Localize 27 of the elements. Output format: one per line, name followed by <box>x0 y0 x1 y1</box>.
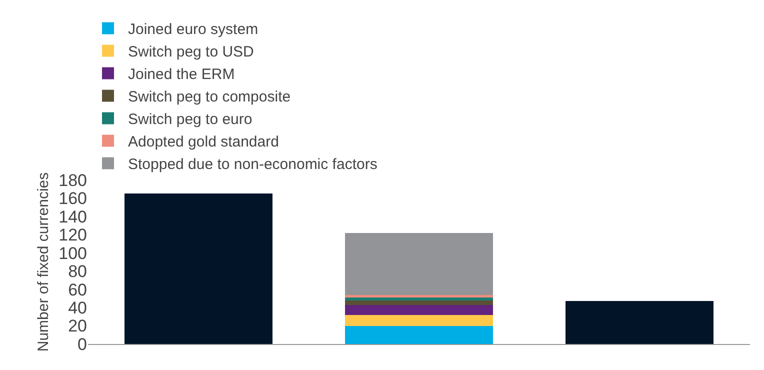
legend-label: Switch peg to USD <box>128 44 254 61</box>
y-tick-label: 80 <box>68 262 87 282</box>
legend-label: Adopted gold standard <box>128 134 279 151</box>
y-tick-label: 0 <box>78 334 87 354</box>
bar <box>345 232 493 295</box>
y-axis-title: Number of fixed currencies <box>34 172 52 352</box>
y-tick-label: 160 <box>58 189 87 208</box>
legend-label: Joined the ERM <box>128 66 235 84</box>
y-tick-label: 60 <box>68 280 87 300</box>
bar <box>345 300 493 305</box>
bar <box>566 301 714 344</box>
bar <box>345 314 493 326</box>
legend-label: Stopped due to non-economic factors <box>128 156 378 174</box>
bar <box>345 326 493 344</box>
y-tick-label: 40 <box>68 298 87 318</box>
y-tick-label: 20 <box>68 316 87 336</box>
bar <box>345 304 493 315</box>
y-tick-label: 120 <box>58 226 87 245</box>
legend-label: Joined euro system <box>128 21 258 38</box>
y-tick-label: 100 <box>58 244 87 263</box>
bar <box>124 194 272 344</box>
y-tick-label: 180 <box>58 170 87 190</box>
y-tick-label: 140 <box>58 207 87 226</box>
bar <box>345 298 493 300</box>
bar <box>345 294 493 298</box>
legend-label: Switch peg to composite <box>128 88 291 106</box>
legend-label: Switch peg to euro <box>128 111 252 128</box>
